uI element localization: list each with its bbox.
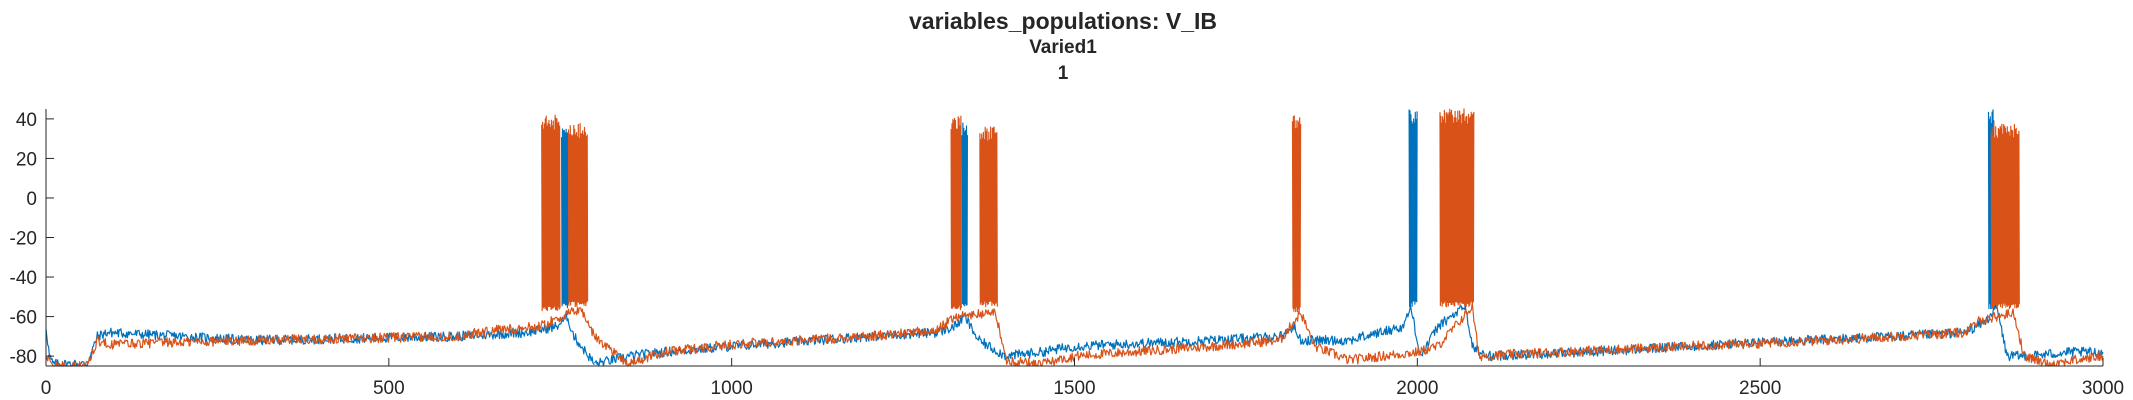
series-2-burst-2 [567, 122, 589, 308]
series-2-burst-7 [1990, 122, 2020, 310]
series-1-burst-2 [961, 122, 969, 307]
x-tick-label: 2500 [1739, 378, 1781, 399]
x-tick-label: 3000 [2082, 378, 2124, 399]
y-tick-label: -40 [10, 268, 37, 289]
x-axis-ticks: 0 500 1000 1500 2000 2500 3000 [41, 358, 2124, 399]
chart-title: variables_populations: V_IB [909, 8, 1217, 34]
series-2-burst-6 [1439, 108, 1475, 308]
x-tick-label: 500 [373, 378, 405, 399]
y-tick-label: 20 [16, 149, 37, 170]
chart-subtitle-1: Varied1 [1029, 37, 1097, 58]
y-tick-label: 40 [16, 110, 37, 131]
series-1-baseline-3 [1073, 304, 1487, 358]
x-tick-label: 2000 [1396, 378, 1438, 399]
y-axis-ticks: -80 -60 -40 -20 0 20 40 [10, 110, 54, 368]
y-tick-label: -20 [10, 229, 37, 250]
chart-subtitle-2: 1 [1058, 63, 1069, 84]
series-2-baseline-3 [1074, 302, 1480, 365]
x-tick-label: 1500 [1053, 378, 1095, 399]
series-2-burst-4 [979, 126, 998, 308]
series-2-burst-1 [541, 114, 561, 312]
x-tick-label: 1000 [711, 378, 753, 399]
series-2-baseline-1 [45, 307, 630, 367]
y-tick-label: -80 [10, 347, 37, 368]
plot-area [45, 108, 2104, 367]
y-tick-label: -60 [10, 308, 37, 329]
series-2-baseline-4 [1478, 308, 2104, 367]
axes [45, 109, 2103, 367]
y-tick-label: 0 [26, 189, 37, 210]
series-2-baseline-2 [628, 308, 1076, 367]
series-2-burst-5 [1291, 115, 1302, 314]
x-tick-label: 0 [41, 378, 52, 399]
series-1-burst-3 [1408, 109, 1418, 307]
series-1-burst-1 [560, 128, 569, 309]
series-2-burst-3 [950, 115, 962, 311]
